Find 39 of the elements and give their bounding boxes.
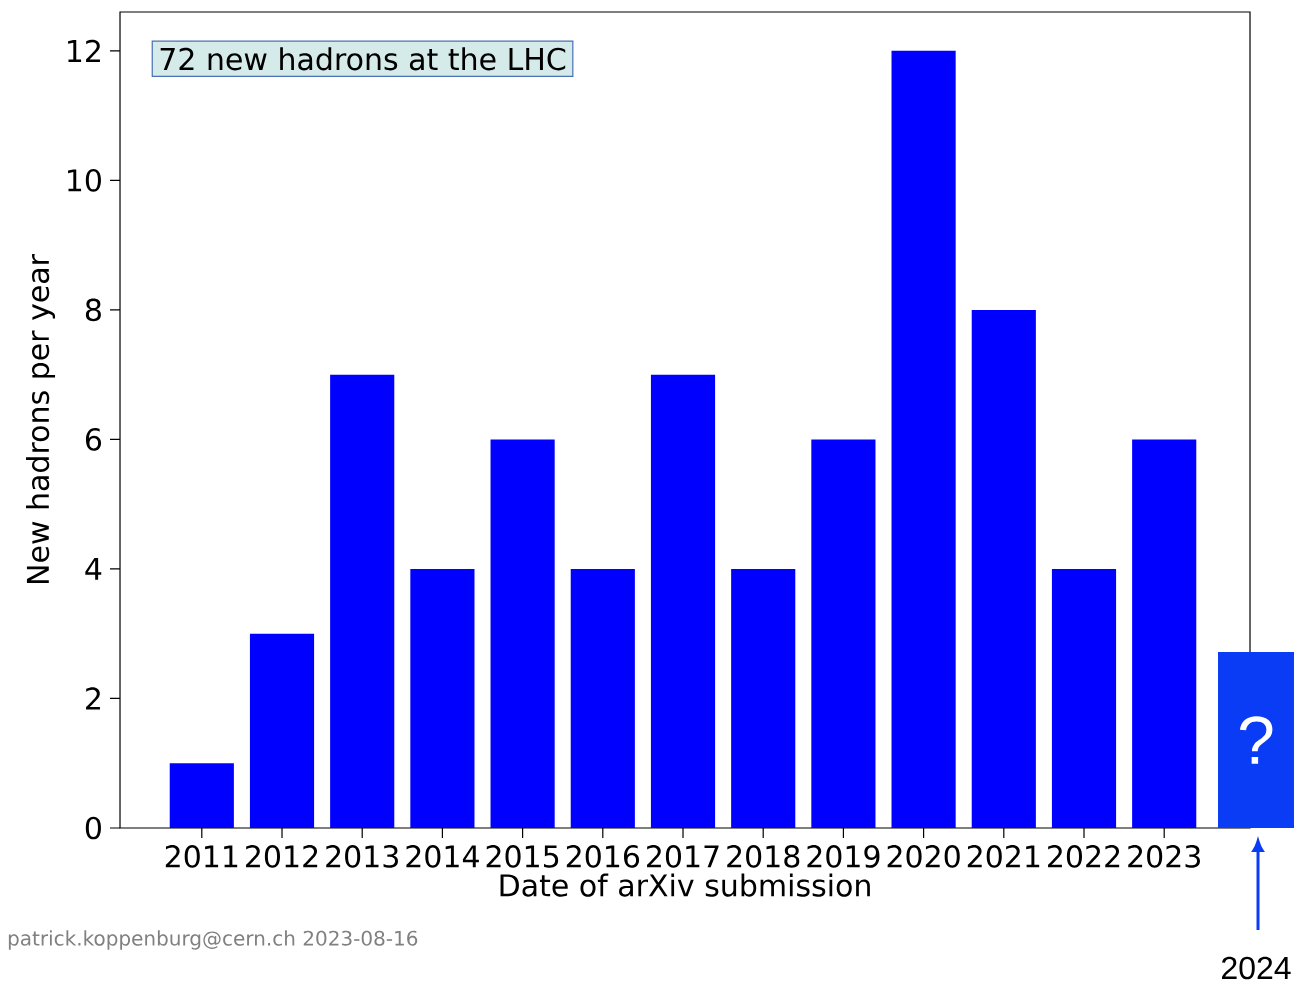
x-tick-label: 2016 (566, 845, 640, 868)
x-tick-label: 2022 (1048, 845, 1120, 868)
x-tick-label: 2013 (326, 845, 398, 868)
x-tick-label: 2023 (1128, 845, 1200, 868)
bar (811, 439, 876, 828)
bar (330, 374, 395, 828)
bar (410, 568, 475, 828)
text: 2024 (1222, 956, 1291, 980)
x-axis-title: Date of arXiv submission (500, 873, 870, 897)
y-tick-label: 10 (68, 169, 101, 192)
annotation: 72 new hadrons at the LHC (160, 47, 566, 71)
x-tick-label: 2018 (727, 845, 800, 868)
bar (169, 763, 234, 828)
x-tick-label: 2015 (486, 845, 559, 868)
y-tick-label: 4 (85, 558, 102, 580)
y-tick-label: 8 (85, 298, 101, 322)
x-tick-label: 2019 (807, 845, 880, 868)
x-tick-label: 2014 (406, 845, 479, 868)
bar (731, 568, 796, 828)
x-tick-label: 2021 (967, 845, 1040, 868)
text: patrick.koppenburg@cern.ch 2023-08-16 (8, 930, 418, 950)
bar (570, 568, 635, 828)
annotation: ? (1239, 716, 1273, 764)
y-tick-label: 0 (85, 816, 101, 840)
bar (891, 50, 956, 828)
bar (1132, 439, 1197, 828)
bar (971, 309, 1036, 828)
y-axis-title: New hadrons per year (26, 254, 56, 583)
bar (249, 633, 315, 828)
x-tick-label: 2017 (647, 845, 719, 868)
bar (1051, 568, 1117, 828)
x-tick-label: 2012 (246, 845, 318, 868)
y-tick-label: 12 (68, 39, 100, 62)
y-tick-label: 6 (85, 428, 102, 451)
x-tick-label: 2020 (887, 845, 960, 868)
bar (650, 374, 716, 828)
y-tick-label: 2 (86, 687, 100, 710)
bar (490, 439, 555, 828)
x-tick-label: 2011 (165, 845, 238, 868)
